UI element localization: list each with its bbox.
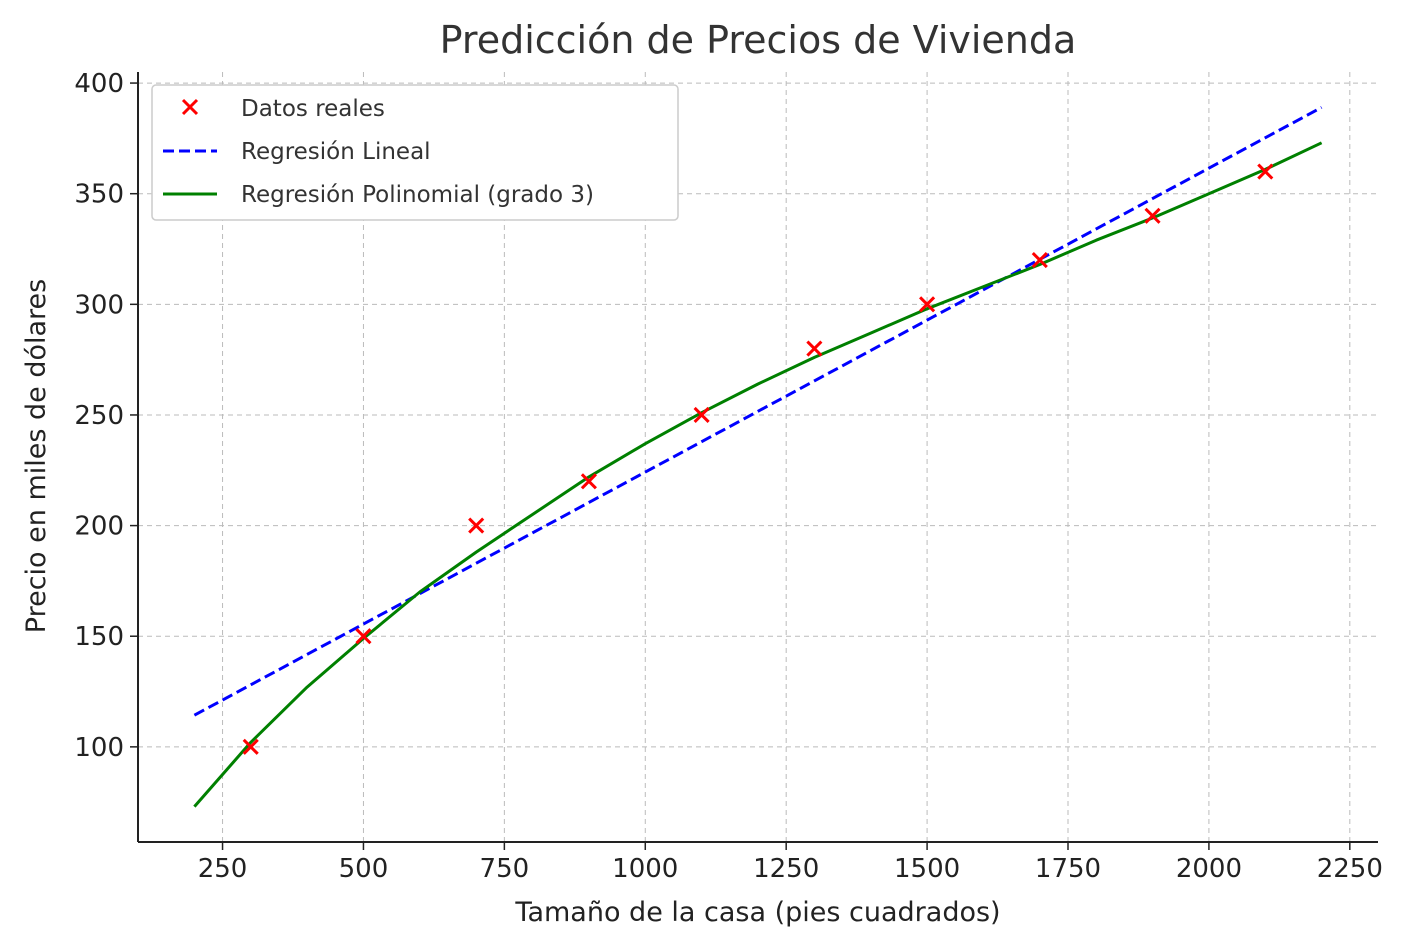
x-axis-ticks: 250 500 750 1000 1250 1500 1750 2000 2250: [198, 842, 1383, 884]
legend-label-regresion-polinomial: Regresión Polinomial (grado 3): [241, 182, 594, 208]
data-point: [693, 406, 710, 424]
legend-label-regresion-lineal: Regresión Lineal: [241, 139, 431, 165]
legend-item-regresion-polinomial: Regresión Polinomial (grado 3): [163, 182, 594, 208]
x-tick-label: 2000: [1176, 854, 1242, 884]
x-tick-label: 2250: [1317, 854, 1383, 884]
y-tick-label: 100: [74, 733, 124, 763]
data-point: [1144, 207, 1161, 224]
y-tick-label: 200: [74, 512, 124, 542]
linear-regression-line: [193, 106, 1323, 717]
x-tick-label: 750: [480, 854, 530, 884]
y-tick-label: 300: [74, 290, 124, 320]
y-axis-ticks: 100 150 200 250 300 350 400: [74, 69, 138, 763]
data-point: [468, 517, 485, 534]
data-point: [355, 628, 372, 645]
x-tick-label: 250: [198, 854, 248, 884]
x-tick-label: 1250: [753, 854, 819, 884]
y-tick-label: 150: [74, 622, 124, 652]
legend-item-datos-reales: Datos reales: [181, 96, 385, 122]
y-tick-label: 400: [74, 69, 124, 99]
legend-box: [151, 84, 679, 221]
data-point: [1257, 163, 1274, 180]
data-point: [919, 296, 936, 313]
polynomial-regression-line: [193, 141, 1323, 808]
data-point: [242, 738, 259, 755]
y-axis-label: Precio en miles de dólares: [21, 279, 52, 633]
legend-label-datos-reales: Datos reales: [241, 96, 385, 122]
y-tick-label: 350: [74, 180, 124, 210]
data-point: [1031, 252, 1048, 269]
x-axis-label: Tamaño de la casa (pies cuadrados): [514, 897, 1000, 928]
x-tick-label: 500: [339, 854, 389, 884]
x-tick-label: 1750: [1035, 854, 1101, 884]
axes: [137, 72, 1378, 843]
data-point: [806, 340, 823, 357]
y-tick-label: 250: [74, 401, 124, 431]
x-tick-label: 1500: [894, 854, 960, 884]
x-tick-label: 1000: [612, 854, 678, 884]
chart-title: Predicción de Precios de Vivienda: [440, 18, 1077, 62]
plot-series: [193, 106, 1323, 808]
legend-marker-x: [181, 98, 199, 116]
legend-item-regresion-lineal: Regresión Lineal: [163, 139, 431, 165]
legend: Datos reales Regresión Lineal Regresión …: [151, 84, 679, 221]
data-point: [580, 473, 597, 490]
